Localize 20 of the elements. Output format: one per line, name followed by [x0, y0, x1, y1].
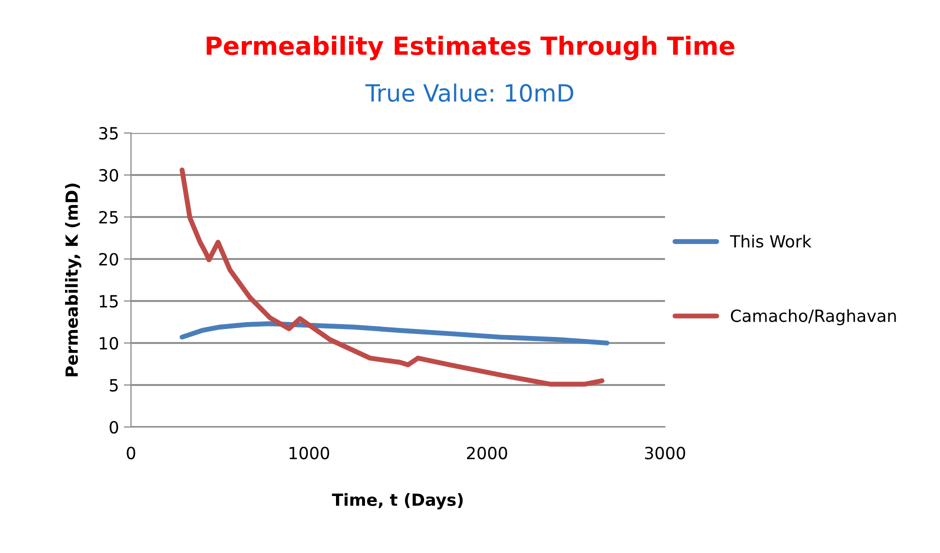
y-tick-label: 20: [99, 252, 118, 266]
x-tick-label: 3000: [645, 446, 686, 460]
x-axis-title: Time, t (Days): [332, 493, 463, 510]
line-series: [180, 321, 610, 346]
chart-title: Permeability Estimates Through Time: [206, 36, 734, 60]
y-tick-label: 30: [99, 168, 118, 182]
chart-subtitle: True Value: 10mD: [365, 84, 574, 102]
x-tick-label: 1000: [290, 446, 330, 460]
line-series: [180, 168, 604, 387]
y-tick-label: 5: [110, 379, 118, 392]
x-tick-label: 2000: [467, 446, 508, 460]
legend-label: Camacho/Raghavan: [730, 309, 896, 326]
x-tick-label: 0: [126, 446, 136, 460]
y-tick-label: 15: [100, 295, 118, 308]
y-tick-label: 35: [99, 126, 118, 140]
legend-label: This Work: [730, 234, 812, 248]
y-axis-title: Permeability, K (mD): [65, 184, 82, 376]
y-tick-label: 25: [99, 210, 118, 224]
y-tick-label: 0: [110, 420, 118, 434]
y-tick-label: 10: [100, 336, 118, 350]
